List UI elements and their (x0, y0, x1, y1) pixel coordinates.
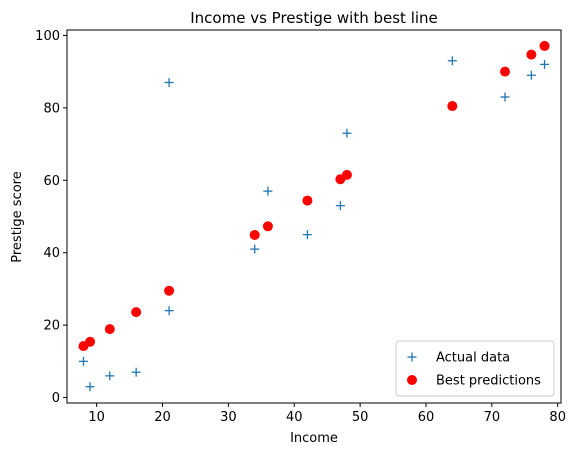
y-axis-label: Prestige score (10, 171, 25, 262)
series-1 (78, 56, 550, 392)
data-point (164, 306, 174, 316)
data-point (85, 336, 96, 347)
legend-label: Best predictions (436, 374, 541, 389)
y-tick-label: 20 (43, 319, 60, 334)
data-point (78, 356, 88, 366)
plot-area (78, 40, 550, 392)
axes-frame (66, 29, 562, 404)
data-point (526, 70, 536, 80)
x-axis: 10 20 30 40 50 60 70 80 (88, 403, 566, 425)
legend-box (395, 340, 555, 397)
data-point (526, 49, 537, 60)
y-axis: 0 20 40 60 80 100 (35, 29, 67, 406)
data-point (164, 78, 174, 88)
x-tick-label: 70 (484, 410, 501, 425)
legend: Actual data Best predictions (395, 340, 555, 397)
data-point (263, 186, 273, 196)
x-tick-label: 10 (88, 410, 105, 425)
x-tick-label: 60 (418, 410, 435, 425)
data-point (539, 40, 550, 51)
series-2 (78, 40, 550, 352)
data-point (447, 56, 457, 66)
x-tick-label: 20 (154, 410, 171, 425)
data-point (104, 324, 115, 335)
legend-marker (407, 352, 417, 362)
data-point (302, 230, 312, 240)
data-point (500, 92, 510, 102)
x-axis-label: Income (290, 431, 338, 446)
data-point (447, 101, 458, 112)
legend-marker (407, 375, 417, 385)
y-tick-label: 60 (43, 174, 60, 189)
data-point (540, 59, 550, 69)
data-point (500, 66, 511, 77)
x-tick-label: 80 (549, 410, 566, 425)
data-point (250, 244, 260, 254)
data-point (335, 201, 345, 211)
data-point (249, 229, 260, 240)
y-tick-label: 0 (52, 391, 60, 406)
x-tick-label: 50 (352, 410, 369, 425)
x-tick-label: 30 (220, 410, 237, 425)
data-point (341, 169, 352, 180)
y-tick-label: 100 (35, 29, 60, 44)
data-point (302, 195, 313, 206)
data-point (164, 285, 175, 296)
data-point (131, 367, 141, 377)
data-point (105, 371, 115, 381)
data-point (85, 382, 95, 392)
data-point (262, 221, 273, 232)
legend-label: Actual data (436, 351, 510, 366)
data-point (131, 307, 142, 318)
y-tick-label: 80 (43, 101, 60, 116)
x-tick-label: 40 (286, 410, 303, 425)
chart-title: Income vs Prestige with best line (190, 9, 438, 27)
y-tick-label: 40 (43, 246, 60, 261)
data-point (342, 128, 352, 138)
